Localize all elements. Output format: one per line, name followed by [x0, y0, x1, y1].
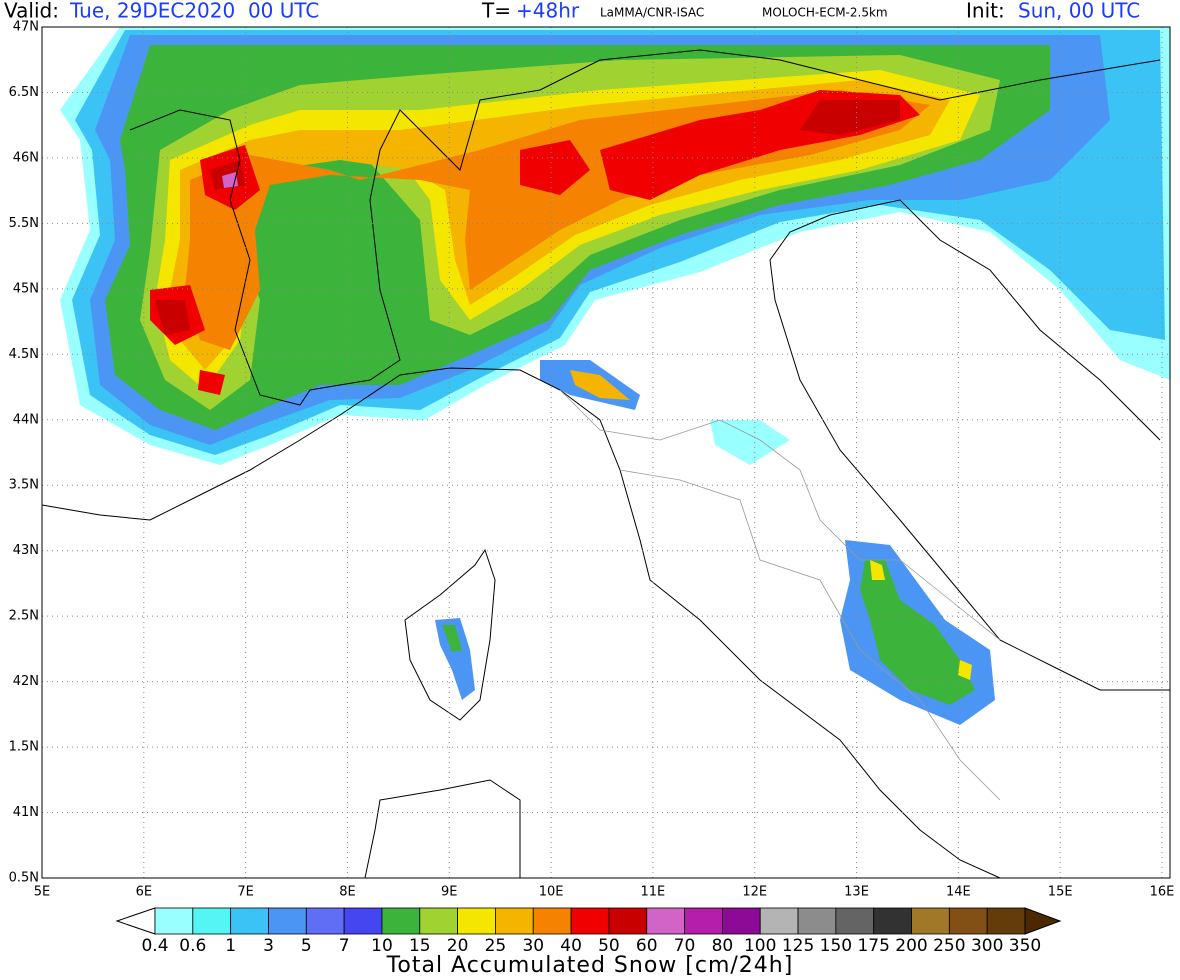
colorbar-swatch	[835, 907, 875, 935]
lat-label: 4.5N	[9, 347, 39, 362]
colorbar-swatch	[759, 907, 799, 935]
corsica	[404, 548, 496, 721]
colorbar-label: 60	[636, 936, 658, 956]
colorbar-label: 3	[263, 936, 274, 956]
lon-label: 14E	[946, 885, 971, 900]
alpine-border	[129, 49, 1161, 406]
colorbar-label: 10	[371, 936, 393, 956]
colorbar-swatch	[532, 907, 572, 935]
lon-label: 15E	[1048, 885, 1073, 900]
colorbar-label: 15	[409, 936, 431, 956]
lon-label: 7E	[237, 885, 254, 900]
colorbar-swatch	[457, 907, 496, 935]
step-label: T=	[481, 0, 511, 23]
colorbar-swatch	[797, 907, 837, 935]
colorbar-swatch	[495, 907, 534, 935]
lat-label: 45N	[13, 281, 39, 296]
lon-label: 16E	[1150, 885, 1175, 900]
coastline	[42, 367, 1001, 878]
colorbar-label: 7	[339, 936, 350, 956]
colorbar-swatch	[343, 907, 383, 935]
colorbar-label: 175	[857, 936, 889, 956]
colorbar-label: 1	[225, 936, 236, 956]
lat-label: 1.5N	[9, 740, 39, 755]
map-area	[42, 27, 1170, 878]
step: +48hr	[516, 0, 580, 23]
lat-label: 0.5N	[9, 871, 39, 886]
init-time: Sun, 00 UTC	[1018, 0, 1140, 23]
lon-label: 11E	[641, 885, 666, 900]
colorbar-swatch	[646, 907, 685, 935]
init-label: Init:	[966, 0, 1005, 23]
lat-label: 6.5N	[9, 85, 39, 100]
institution: LaMMA/CNR-ISAC	[600, 6, 704, 20]
lon-label: 10E	[539, 885, 564, 900]
snow-field	[60, 27, 1170, 725]
colorbar-label: 150	[820, 936, 852, 956]
colorbar-under	[115, 907, 156, 935]
colorbar-swatch	[570, 907, 610, 935]
colorbar-label: 250	[933, 936, 965, 956]
colorbar-label: 30	[522, 936, 544, 956]
lat-label: 41N	[13, 805, 39, 820]
valid-time: Tue, 29DEC2020 00 UTC	[69, 0, 319, 23]
colorbar-swatch	[986, 907, 1026, 935]
colorbar-label: 50	[598, 936, 620, 956]
lon-label: 9E	[441, 885, 458, 900]
colorbar-swatch	[608, 907, 648, 935]
colorbar-swatch	[305, 907, 345, 935]
colorbar-swatch	[721, 907, 761, 935]
colorbar-swatch	[381, 907, 421, 935]
lat-label: 43N	[13, 543, 39, 558]
lon-label: 6E	[136, 885, 153, 900]
coastline	[769, 199, 1170, 691]
colorbar-label: 20	[447, 936, 469, 956]
colorbar-label: 0.4	[141, 936, 168, 956]
colorbar-over	[1024, 907, 1062, 935]
valid-label: Valid:	[4, 0, 59, 23]
graticule	[42, 27, 1170, 878]
colorbar-label: 300	[971, 936, 1003, 956]
lon-label: 5E	[34, 885, 51, 900]
colorbar-swatch	[948, 907, 988, 935]
lat-label: 3.5N	[9, 478, 39, 493]
lon-label: 12E	[742, 885, 767, 900]
colorbar-swatch	[230, 907, 269, 935]
region-border	[619, 469, 1001, 801]
lon-label: 13E	[844, 885, 869, 900]
lat-label: 44N	[13, 412, 39, 427]
colorbar-label: 350	[1009, 936, 1041, 956]
colorbar-label: 80	[712, 936, 734, 956]
colorbar-swatch	[268, 907, 307, 935]
colorbar-label: 25	[485, 936, 507, 956]
colorbar-label: 100	[744, 936, 776, 956]
lat-label: 5.5N	[9, 216, 39, 231]
colorbar-label: 5	[301, 936, 312, 956]
colorbar: 0.4 0.6 1 3 5 7 10 15 20 25 30 40 50 60 70 80 100 125 150 1…	[115, 907, 1062, 956]
region-border	[559, 389, 1001, 641]
colorbar-swatch	[154, 907, 194, 935]
model: MOLOCH-ECM-2.5km	[762, 6, 888, 20]
colorbar-label: 125	[782, 936, 814, 956]
colorbar-label: 40	[560, 936, 582, 956]
colorbar-swatch	[419, 907, 459, 935]
colorbar-swatch	[873, 907, 912, 935]
colorbar-label: 0.6	[179, 936, 206, 956]
map-frame	[41, 26, 1171, 879]
lat-label: 2.5N	[9, 609, 39, 624]
sardinia	[364, 779, 521, 878]
lat-label: 47N	[13, 20, 39, 35]
tick-labels: 47N 6.5N 46N 5.5N 45N 4.5N 44N 3.5N 43N 2.5N 42N 1.…	[9, 20, 1175, 900]
colorbar-swatch	[192, 907, 232, 935]
colorbar-label: 70	[674, 936, 696, 956]
colorbar-title: Total Accumulated Snow [cm/24h]	[386, 953, 794, 978]
colorbar-label: 200	[895, 936, 927, 956]
lat-label: 42N	[13, 674, 39, 689]
lon-label: 8E	[339, 885, 356, 900]
colorbar-swatch	[911, 907, 950, 935]
lat-label: 46N	[13, 150, 39, 165]
colorbar-swatch	[684, 907, 723, 935]
